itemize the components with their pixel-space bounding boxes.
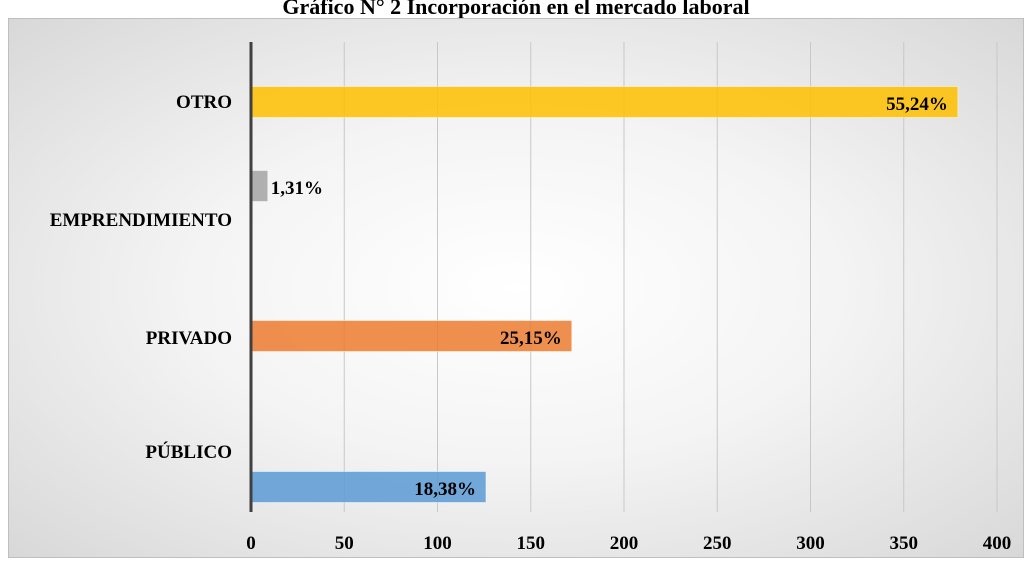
category-label: PRIVADO bbox=[146, 328, 232, 349]
grid-lines bbox=[343, 42, 998, 512]
x-tick-label: 150 bbox=[517, 533, 546, 554]
category-label: OTRO bbox=[176, 92, 232, 113]
x-tick-label: 0 bbox=[246, 533, 256, 554]
x-tick-label: 200 bbox=[610, 533, 639, 554]
category-label: PÚBLICO bbox=[145, 441, 232, 463]
x-tick-label: 250 bbox=[703, 533, 732, 554]
x-tick-label: 50 bbox=[335, 533, 354, 554]
bars bbox=[250, 86, 959, 503]
bar-otro bbox=[250, 86, 959, 118]
x-tick-labels: 0 50 100 150 200 250 300 350 400 bbox=[246, 533, 1011, 554]
x-tick-label: 100 bbox=[423, 533, 452, 554]
x-tick-label: 400 bbox=[983, 533, 1012, 554]
data-label: 1,31% bbox=[271, 178, 323, 199]
chart-title: Gráfico N° 2 Incorporación en el mercado… bbox=[282, 0, 750, 19]
bar-privado bbox=[250, 320, 573, 352]
x-tick-label: 300 bbox=[796, 533, 825, 554]
data-label: 18,38% bbox=[414, 479, 476, 500]
data-label: 55,24% bbox=[886, 94, 948, 115]
x-tick-label: 350 bbox=[890, 533, 919, 554]
data-label: 25,15% bbox=[500, 328, 562, 349]
data-labels: 55,24% 1,31% 25,15% 18,38% bbox=[271, 94, 948, 500]
bar-emprendimiento bbox=[250, 170, 269, 202]
category-labels: OTRO EMPRENDIMIENTO PRIVADO PÚBLICO bbox=[50, 92, 232, 463]
category-label: EMPRENDIMIENTO bbox=[50, 210, 232, 231]
